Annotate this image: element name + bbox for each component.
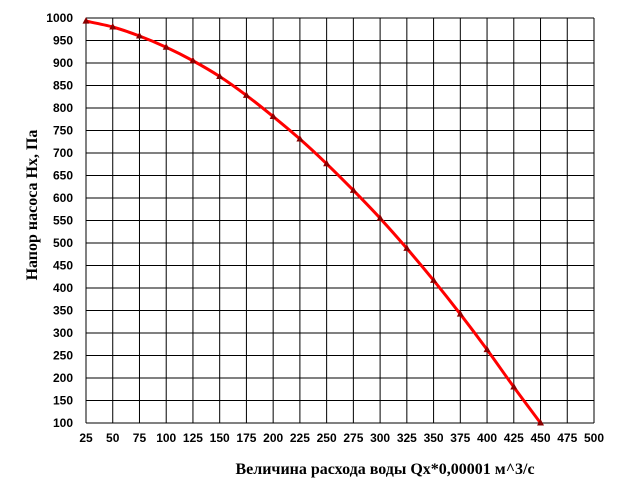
- data-point: [162, 43, 170, 50]
- data-point: [349, 186, 357, 193]
- x-tick-label: 475: [557, 431, 577, 445]
- y-tick-label: 600: [53, 191, 73, 205]
- x-tick-label: 375: [450, 431, 470, 445]
- x-tick-label: 125: [183, 431, 203, 445]
- x-tick-label: 325: [397, 431, 417, 445]
- y-tick-label: 700: [53, 146, 73, 160]
- series-line: [85, 19, 542, 424]
- x-tick-label: 150: [210, 431, 230, 445]
- y-tick-label: 250: [53, 349, 73, 363]
- y-tick-label: 850: [53, 79, 73, 93]
- y-tick-label: 200: [53, 371, 73, 385]
- y-tick-label: 1000: [46, 11, 73, 25]
- data-point: [403, 244, 411, 251]
- x-tick-label: 200: [263, 431, 283, 445]
- x-tick-label: 300: [370, 431, 390, 445]
- data-point: [296, 135, 304, 142]
- x-tick-labels: 25 50 75 100 125 150 175 200 225 250 275 300 325 350 3…: [79, 431, 604, 445]
- x-tick-label: 25: [79, 431, 93, 445]
- y-tick-label: 100: [53, 416, 73, 430]
- data-point: [189, 56, 197, 64]
- y-tick-label: 800: [53, 101, 73, 115]
- x-tick-label: 75: [133, 431, 147, 445]
- y-tick-label: 450: [53, 259, 73, 273]
- y-tick-label: 750: [53, 124, 73, 138]
- y-tick-label: 400: [53, 281, 73, 295]
- y-tick-label: 900: [53, 56, 73, 70]
- data-point: [109, 23, 117, 30]
- grid-lines: [85, 17, 595, 424]
- y-tick-label: 150: [53, 394, 73, 408]
- x-tick-label: 350: [424, 431, 444, 445]
- x-tick-label: 275: [343, 431, 363, 445]
- data-point: [430, 276, 438, 283]
- data-point: [483, 345, 491, 353]
- series-markers: [82, 17, 545, 426]
- data-point: [82, 17, 90, 24]
- y-axis-label: Напор насоса Hx, Па: [24, 130, 41, 281]
- y-tick-labels: 100 150 200 250 300 350 400 450 500 550 600 650 700 7…: [46, 11, 73, 430]
- x-tick-label: 175: [236, 431, 256, 445]
- y-tick-label: 300: [53, 326, 73, 340]
- data-point: [376, 214, 384, 221]
- data-point: [537, 419, 545, 426]
- data-point: [323, 159, 331, 167]
- x-tick-label: 500: [584, 431, 604, 445]
- x-tick-label: 250: [317, 431, 337, 445]
- x-tick-label: 450: [531, 431, 551, 445]
- x-axis-label: Величина расхода воды Qx*0,00001 м^3/с: [235, 461, 534, 478]
- data-point: [456, 310, 464, 317]
- data-point: [510, 383, 518, 390]
- y-tick-label: 550: [53, 214, 73, 228]
- x-tick-label: 400: [477, 431, 497, 445]
- y-tick-label: 650: [53, 169, 73, 183]
- x-tick-label: 425: [504, 431, 524, 445]
- y-tick-label: 350: [53, 304, 73, 318]
- data-point: [216, 72, 224, 79]
- x-tick-label: 50: [106, 431, 120, 445]
- y-tick-label: 950: [53, 34, 73, 48]
- x-tick-label: 100: [156, 431, 176, 445]
- y-tick-label: 500: [53, 236, 73, 250]
- data-point: [269, 112, 277, 120]
- data-point: [135, 32, 143, 39]
- x-tick-label: 225: [290, 431, 310, 445]
- data-point: [242, 91, 250, 98]
